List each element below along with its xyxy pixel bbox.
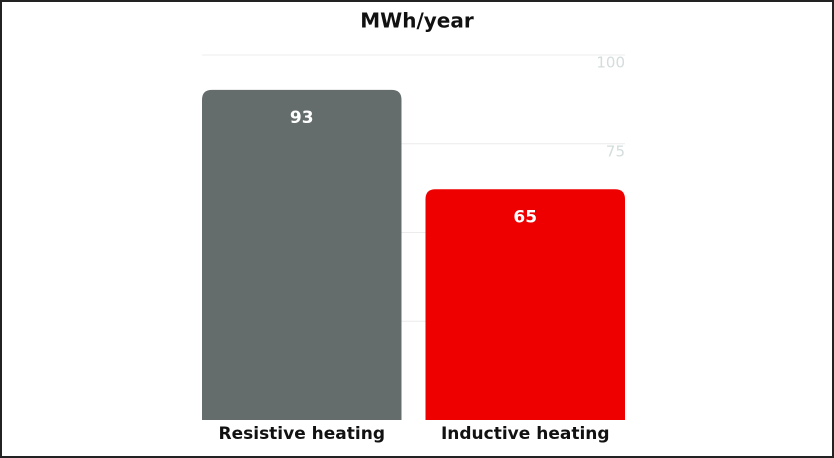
chart-title: MWh/year — [360, 9, 474, 33]
y-tick-label: 75 — [606, 142, 625, 160]
bar — [202, 89, 402, 420]
y-tick-label: 100 — [596, 54, 625, 72]
data-label: 65 — [513, 207, 537, 227]
bar — [425, 189, 625, 420]
data-label: 93 — [290, 108, 314, 128]
x-tick-label: Inductive heating — [441, 424, 610, 444]
x-tick-label: Resistive heating — [219, 424, 386, 444]
